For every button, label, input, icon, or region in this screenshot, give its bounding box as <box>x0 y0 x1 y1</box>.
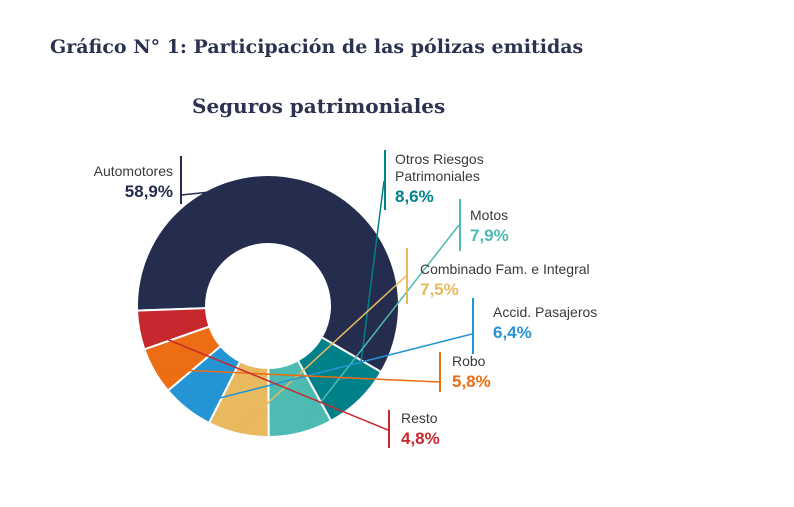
slice-value-motos: 7,9% <box>470 225 509 245</box>
slice-value-otros: 8,6% <box>395 186 434 206</box>
leader-line-otros <box>355 180 385 398</box>
slice-value-accid: 6,4% <box>493 322 532 342</box>
label-bar-motos <box>459 199 461 251</box>
label-combinado: Combinado Fam. e Integral 7,5% <box>420 261 590 300</box>
slice-value-resto: 4,8% <box>401 428 440 448</box>
slice-label-motos: Motos <box>470 207 509 223</box>
label-bar-automotores <box>180 156 182 204</box>
label-bar-resto <box>388 410 390 448</box>
label-bar-accid <box>472 298 474 354</box>
label-bar-robo <box>439 352 441 392</box>
label-bar-combinado <box>406 248 408 304</box>
label-robo: Robo 5,8% <box>452 353 491 392</box>
leader-line-automotores <box>180 182 300 196</box>
slice-label-combinado: Combinado Fam. e Integral <box>420 261 590 277</box>
chart-title: Seguros patrimoniales <box>192 94 446 118</box>
slice-resto <box>136 307 211 351</box>
slice-label-accid: Accid. Pasajeros <box>493 304 598 320</box>
label-accid: Accid. Pasajeros 6,4% <box>493 304 597 343</box>
slice-label-otros-line2: Patrimoniales <box>395 167 480 184</box>
label-automotores: Automotores 58,9% <box>60 163 173 202</box>
slice-label-otros-line1: Otros Riesgos <box>395 151 484 167</box>
slice-value-robo: 5,8% <box>452 371 491 391</box>
slice-label-resto: Resto <box>401 410 438 426</box>
leader-line-robo <box>157 368 440 383</box>
leader-line-motos <box>299 224 460 430</box>
label-bar-otros <box>384 150 386 210</box>
label-otros-riesgos: Otros Riesgos Patrimoniales 8,6% <box>395 151 484 207</box>
slice-automotores <box>136 174 400 374</box>
slice-label-automotores: Automotores <box>93 163 173 179</box>
slice-value-automotores: 58,9% <box>124 181 173 201</box>
leader-line-accid <box>189 333 473 407</box>
leader-line-resto <box>142 328 389 431</box>
label-resto: Resto 4,8% <box>401 410 440 449</box>
label-motos: Motos 7,9% <box>470 207 509 246</box>
slice-label-robo: Robo <box>452 353 486 369</box>
slice-value-combinado: 7,5% <box>420 279 459 299</box>
figure-title: Gráfico N° 1: Participación de las póliz… <box>50 36 584 58</box>
leader-line-combinado <box>238 275 407 431</box>
